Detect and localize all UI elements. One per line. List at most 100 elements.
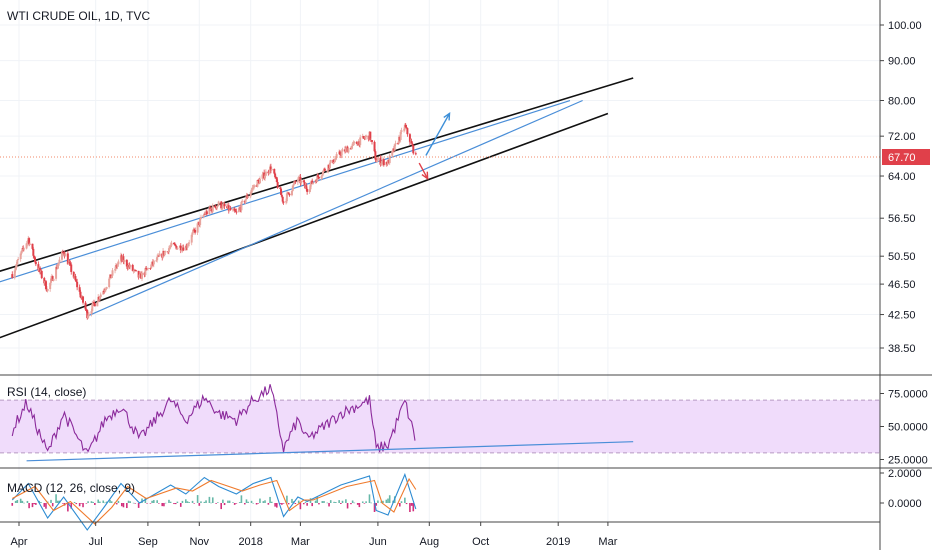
candle [58, 256, 61, 263]
candle-body [353, 142, 356, 144]
candle-body [249, 192, 252, 197]
candle [223, 201, 226, 210]
price-tick-label-3: 72.00 [888, 131, 916, 143]
time-tick-label-5: Mar [291, 536, 310, 548]
candle [344, 145, 347, 153]
candle [306, 187, 309, 195]
candle [111, 267, 114, 278]
price-tick-label-6: 50.50 [888, 251, 916, 263]
candle [205, 209, 208, 216]
macd-histogram-bar [281, 503, 283, 505]
macd-tick-label-0: 2.0000 [888, 468, 922, 480]
candle [359, 134, 362, 148]
rsi-trendline [26, 441, 634, 462]
candle-body [28, 238, 31, 245]
candle-body [397, 143, 400, 145]
candle-body [23, 248, 26, 250]
macd-histogram-bar [326, 502, 329, 504]
macd-histogram-bar [176, 501, 179, 503]
macd-histogram-bar [203, 501, 206, 503]
candle [40, 269, 43, 280]
candle-body [55, 267, 58, 279]
macd-histogram-bar [137, 503, 140, 508]
candle-body [299, 176, 302, 184]
candle [412, 144, 415, 155]
macd-histogram-bar [412, 503, 415, 512]
candle [369, 131, 372, 142]
candle-body [329, 159, 332, 163]
candle-body [414, 153, 417, 155]
macd-histogram-bar [409, 503, 411, 512]
candle [234, 208, 237, 212]
candle-body [270, 168, 273, 171]
candle [74, 273, 77, 282]
macd-histogram-bar [129, 501, 132, 503]
macd-histogram-bar [82, 503, 84, 508]
candle [68, 259, 71, 266]
candle [17, 256, 20, 261]
candle [117, 259, 120, 267]
signal-line [12, 477, 417, 525]
macd-histogram-bar [146, 503, 148, 504]
macd-histogram-bar [318, 503, 320, 505]
candle-body [376, 160, 379, 163]
macd-pane [11, 472, 417, 531]
candle-body [146, 268, 149, 270]
candle-body [19, 253, 22, 260]
candle-body [311, 180, 314, 184]
candle-body [234, 210, 237, 212]
candle-body [221, 204, 224, 209]
candle-body [287, 192, 290, 194]
candle [391, 150, 394, 158]
candle-body [227, 205, 230, 211]
candle-body [26, 240, 29, 244]
candle [341, 147, 344, 152]
macd-histogram-bar [316, 496, 319, 503]
macd-histogram-bar [227, 500, 229, 503]
macd-histogram-bar [168, 499, 170, 503]
candle-body [28, 243, 31, 245]
macd-histogram-bar [365, 501, 367, 503]
candle-body [267, 171, 270, 174]
macd-histogram-bar [235, 503, 238, 504]
candle [291, 184, 294, 192]
macd-histogram-bar [102, 500, 105, 503]
candle-body [156, 256, 159, 261]
macd-histogram-bar [40, 502, 42, 503]
candle [196, 221, 199, 236]
macd-histogram-bar [250, 500, 253, 503]
candle-body [322, 170, 325, 175]
candle [105, 286, 108, 290]
macd-histogram-bar [144, 497, 147, 503]
candle-body [15, 264, 18, 268]
candle-body [11, 274, 14, 278]
candle-body [188, 242, 191, 244]
candle [247, 195, 250, 198]
candle-body [404, 124, 407, 128]
candle [414, 151, 417, 156]
candle-body [51, 276, 54, 281]
time-tick-label-9: 2019 [546, 536, 570, 548]
macd-histogram-bar [306, 503, 308, 506]
macd-histogram-bar [70, 503, 73, 509]
macd-histogram-bar [314, 500, 317, 503]
macd-histogram-bar [353, 502, 356, 504]
candle [173, 242, 176, 245]
candle [317, 176, 320, 180]
candle-body [316, 175, 319, 182]
candle [227, 202, 230, 214]
candle-body [16, 260, 19, 265]
candle [214, 204, 217, 208]
candle [60, 251, 63, 263]
time-tick-label-6: Jun [369, 536, 387, 548]
candle-body [264, 175, 267, 179]
candle-body [196, 223, 199, 233]
macd-histogram-bar [304, 502, 307, 503]
candle-body [296, 179, 299, 183]
macd-histogram-bar [181, 500, 184, 503]
candle [82, 296, 85, 305]
candle-body [93, 303, 96, 307]
candle-body [37, 264, 40, 271]
candle-body [58, 259, 61, 263]
